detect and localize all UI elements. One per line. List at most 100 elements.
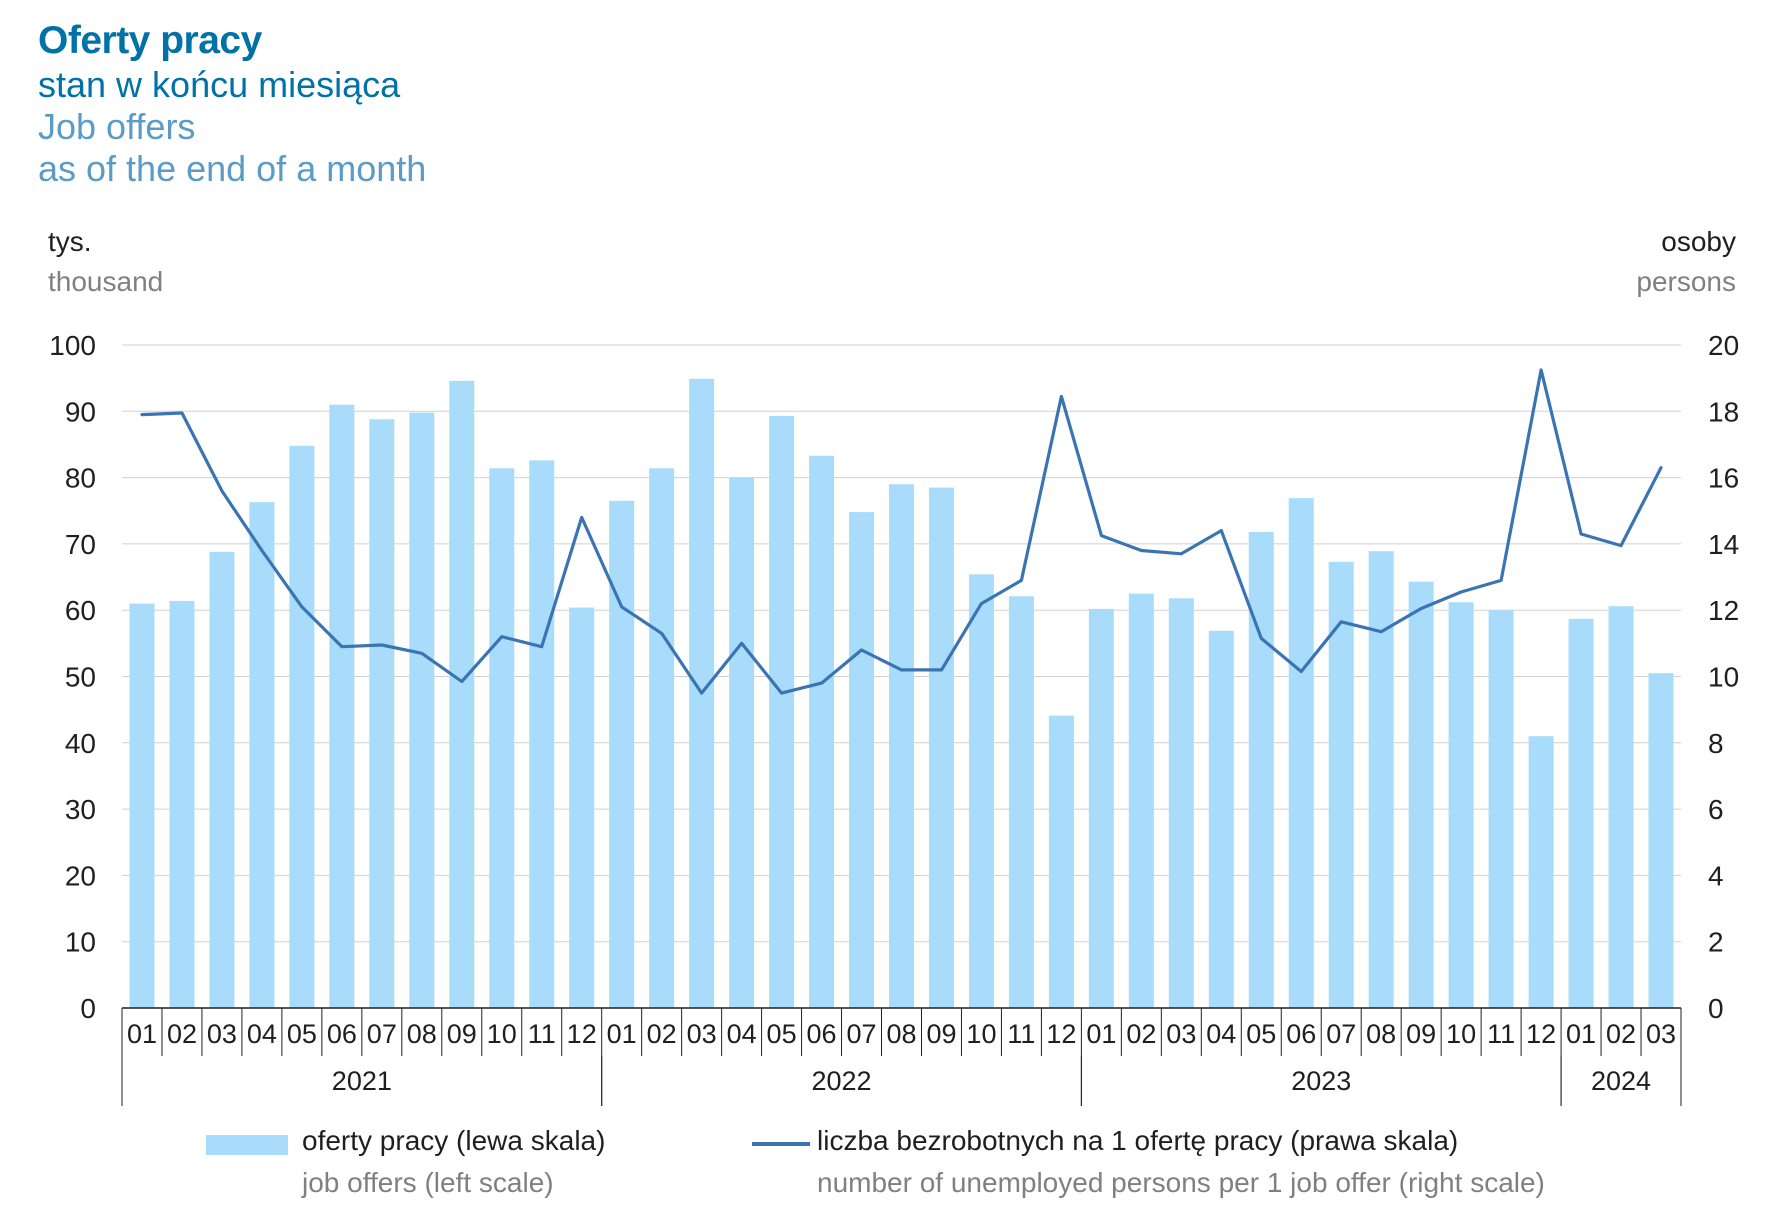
line-point bbox=[780, 691, 783, 695]
x-tick-label: 01 bbox=[1566, 1019, 1596, 1049]
line-point bbox=[1100, 534, 1103, 537]
line-point bbox=[1379, 630, 1383, 633]
bar bbox=[329, 404, 355, 1008]
chart-subtitle-pl: stan w końcu miesiąca bbox=[38, 64, 401, 105]
line-point bbox=[1220, 529, 1223, 532]
x-tick-label: 06 bbox=[1286, 1019, 1316, 1049]
x-tick-label: 09 bbox=[1406, 1019, 1436, 1049]
y-left-tick-label: 30 bbox=[65, 794, 96, 825]
x-tick-label: 04 bbox=[727, 1019, 757, 1049]
line-point bbox=[1579, 532, 1583, 536]
line-point bbox=[660, 632, 663, 635]
legend-bars-pl: oferty pracy (lewa skala) bbox=[302, 1125, 606, 1156]
line-point bbox=[460, 680, 463, 683]
line-point bbox=[1180, 552, 1183, 556]
line-point bbox=[1419, 607, 1423, 610]
line-point bbox=[1539, 368, 1543, 372]
x-tick-label: 12 bbox=[1046, 1019, 1076, 1049]
x-year-label: 2024 bbox=[1591, 1066, 1651, 1096]
y-right-tick-label: 2 bbox=[1708, 927, 1724, 958]
bar bbox=[1248, 531, 1274, 1008]
bar bbox=[569, 607, 595, 1008]
y-left-tick-label: 80 bbox=[65, 463, 96, 494]
line-point bbox=[1060, 395, 1063, 398]
line-point bbox=[980, 602, 983, 605]
line-point bbox=[940, 668, 943, 672]
bar bbox=[889, 484, 914, 1009]
x-tick-label: 01 bbox=[1086, 1019, 1116, 1049]
bar bbox=[129, 603, 155, 1008]
bar bbox=[1088, 608, 1114, 1008]
x-tick-label: 02 bbox=[1606, 1019, 1636, 1049]
bar bbox=[1368, 551, 1394, 1008]
x-tick-label: 11 bbox=[1007, 1019, 1035, 1049]
bar bbox=[1208, 630, 1234, 1008]
y-right-tick-label: 18 bbox=[1708, 396, 1739, 427]
x-tick-label: 06 bbox=[807, 1019, 837, 1049]
y-left-tick-label: 70 bbox=[65, 529, 96, 560]
right-axis-unit-en: persons bbox=[1636, 266, 1736, 297]
y-right-tick-label: 20 bbox=[1708, 330, 1739, 361]
line-point bbox=[300, 605, 304, 609]
x-tick-label: 05 bbox=[767, 1019, 797, 1049]
bar bbox=[769, 415, 795, 1008]
line-point bbox=[1260, 637, 1263, 640]
legend-bars: oferty pracy (lewa skala) job offers (le… bbox=[302, 1120, 605, 1204]
legend-bars-en: job offers (left scale) bbox=[302, 1167, 554, 1198]
chart-title-pl: Oferty pracy bbox=[38, 19, 262, 62]
line-point bbox=[1459, 590, 1463, 594]
line-point bbox=[860, 648, 863, 652]
line-point bbox=[340, 645, 344, 648]
left-axis-unit: tys. thousand bbox=[48, 222, 163, 302]
y-right-tick-label: 8 bbox=[1708, 728, 1724, 759]
line-point bbox=[420, 652, 424, 655]
line-point bbox=[620, 605, 623, 609]
bar bbox=[1048, 715, 1074, 1008]
y-right-tick-label: 0 bbox=[1708, 993, 1724, 1024]
line-point bbox=[180, 411, 184, 415]
line-point bbox=[740, 642, 743, 645]
chart-titles: Oferty pracy stan w końcu miesiąca Job o… bbox=[38, 18, 426, 190]
x-year-label: 2023 bbox=[1291, 1066, 1351, 1096]
line-point bbox=[220, 489, 224, 493]
bar bbox=[1448, 602, 1474, 1008]
line-point bbox=[1300, 670, 1303, 673]
x-tick-label: 07 bbox=[1326, 1019, 1356, 1049]
legend-line: liczba bezrobotnych na 1 ofertę pracy (p… bbox=[817, 1120, 1545, 1204]
line-point bbox=[820, 681, 823, 685]
bar bbox=[169, 600, 195, 1008]
x-tick-label: 09 bbox=[447, 1019, 477, 1049]
line-point bbox=[1499, 579, 1503, 582]
line-point bbox=[1140, 549, 1143, 552]
bar bbox=[369, 419, 395, 1009]
x-tick-label: 10 bbox=[1446, 1019, 1476, 1049]
x-tick-label: 07 bbox=[847, 1019, 877, 1049]
x-year-label: 2021 bbox=[332, 1066, 392, 1096]
y-right-tick-label: 10 bbox=[1708, 662, 1739, 693]
bar bbox=[1568, 618, 1594, 1008]
bar bbox=[968, 574, 994, 1008]
x-tick-label: 03 bbox=[687, 1019, 717, 1049]
bar bbox=[409, 412, 435, 1009]
line-point bbox=[260, 549, 264, 552]
bar bbox=[1608, 606, 1634, 1008]
legend-line-en: number of unemployed persons per 1 job o… bbox=[817, 1167, 1545, 1198]
line-point bbox=[1020, 579, 1023, 582]
bar bbox=[529, 460, 555, 1008]
y-left-tick-label: 20 bbox=[65, 860, 96, 891]
y-right-tick-label: 16 bbox=[1708, 463, 1739, 494]
x-tick-label: 08 bbox=[886, 1019, 916, 1049]
x-tick-label: 12 bbox=[1526, 1019, 1556, 1049]
left-axis-unit-en: thousand bbox=[48, 266, 164, 297]
x-tick-label: 04 bbox=[247, 1019, 277, 1049]
legend-bar-swatch bbox=[206, 1135, 288, 1155]
x-tick-label: 10 bbox=[487, 1019, 517, 1049]
bar bbox=[1528, 736, 1554, 1008]
bar bbox=[1288, 498, 1314, 1008]
line-point bbox=[700, 691, 703, 695]
bar bbox=[1328, 561, 1354, 1008]
x-tick-label: 03 bbox=[1166, 1019, 1196, 1049]
line-point bbox=[1340, 620, 1343, 624]
line-point bbox=[540, 645, 543, 648]
left-axis-unit-pl: tys. bbox=[48, 226, 92, 257]
